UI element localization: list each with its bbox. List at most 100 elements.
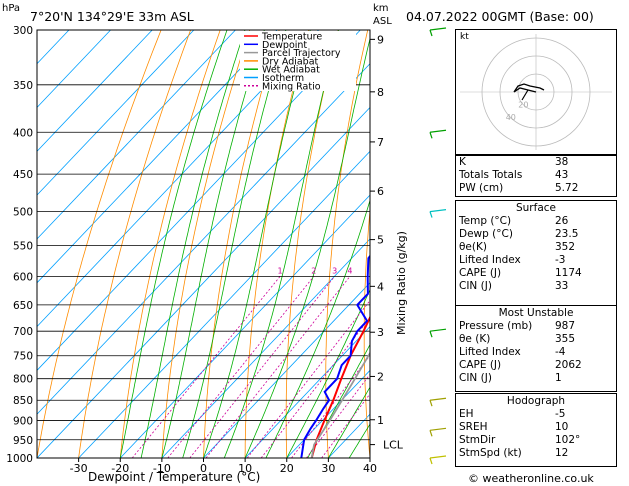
index-label: K	[459, 156, 466, 168]
mixing-ratio-value: 20	[439, 266, 449, 275]
surface-row: θe(K) 352	[456, 241, 618, 254]
pressure-tick-label: 900	[13, 416, 33, 428]
mixing-ratio-value: 16	[425, 266, 435, 275]
mixing-ratio-value: 2	[311, 266, 316, 275]
wet-adiabat-line	[265, 199, 370, 458]
isotherm-line	[37, 106, 370, 458]
most-unstable-label: CAPE (J)	[459, 359, 502, 371]
hodograph-row: EH -5	[456, 408, 618, 421]
hodograph-ring-label: 40	[506, 113, 516, 122]
legend-entry: Dry Adiabat	[262, 56, 319, 67]
hodograph-label: StmSpd (kt)	[459, 447, 522, 459]
isotherm-line	[37, 30, 153, 152]
isotherm-line	[286, 369, 370, 458]
hodograph-table-panel: Hodograph EH -5 SREH 10 StmDir 102° StmSpd (kt…	[455, 393, 617, 467]
km-tick-label: 4	[377, 280, 384, 293]
mixing-ratio-line	[321, 393, 370, 458]
wind-barb-flag	[429, 29, 433, 37]
km-tick-label: 8	[377, 86, 384, 99]
hodograph-trace	[513, 83, 545, 93]
isotherm-line	[37, 30, 70, 65]
isotherm-line	[37, 63, 370, 415]
most-unstable-value: 2062	[555, 359, 582, 371]
pressure-tick-label: 700	[13, 326, 33, 338]
axes: 3003504004505005506006507007508008509009…	[6, 25, 404, 475]
mixing-ratio-value: 3	[332, 266, 337, 275]
hodograph-panel: 20 40 kt	[455, 29, 617, 155]
surface-row: Dewp (°C) 23.5	[456, 228, 618, 241]
wind-barb	[429, 208, 447, 213]
indices-panel: K 38 Totals Totals 43 PW (cm) 5.72	[455, 155, 617, 197]
pressure-tick-label: 400	[13, 127, 33, 139]
surface-title: Surface	[515, 202, 556, 214]
wind-barbs	[429, 27, 447, 465]
temperature-curve	[310, 315, 370, 458]
wind-barb	[429, 455, 447, 459]
surface-label: Dewp (°C)	[459, 228, 513, 240]
hodograph-label: SREH	[459, 421, 488, 433]
surface-label: CIN (J)	[459, 280, 492, 292]
wind-barb-flag	[429, 132, 433, 139]
legend-entry: Parcel Trajectory	[262, 48, 341, 59]
wind-barb	[429, 129, 447, 133]
x-tick-label: 0	[200, 462, 207, 475]
most-unstable-label: Lifted Index	[459, 346, 521, 358]
pressure-tick-label: 1000	[6, 453, 33, 465]
wind-barb-flag	[429, 430, 433, 437]
storm-motion-arrow	[521, 89, 529, 101]
pressure-tick-label: 600	[13, 271, 33, 283]
hodograph-label: EH	[459, 408, 474, 420]
x-axis-label: Dewpoint / Temperature (°C)	[88, 470, 261, 484]
lcl-label: LCL	[383, 439, 404, 452]
legend-entry: Wet Adiabat	[262, 65, 320, 76]
dry-adiabat-line	[437, 30, 456, 458]
hodograph-row: SREH 10	[456, 421, 618, 434]
surface-row: Lifted Index -3	[456, 254, 618, 267]
surface-value: 23.5	[555, 228, 579, 240]
pressure-tick-label: 350	[13, 80, 33, 92]
km-tick-label: 5	[377, 234, 384, 247]
most-unstable-value: -4	[555, 346, 566, 358]
dry-adiabat-line	[285, 30, 339, 458]
dry-adiabat-line	[119, 30, 221, 458]
legend-entry: Dewpoint	[262, 40, 307, 51]
isotherm-line	[37, 30, 236, 240]
pressure-tick-label: 300	[13, 25, 33, 37]
most-unstable-value: 987	[555, 320, 576, 332]
most-unstable-panel: Most Unstable Pressure (mb) 987 θe (K) 355 L…	[455, 305, 617, 392]
hodograph-ring-label: 20	[518, 101, 528, 110]
most-unstable-row: CAPE (J) 2062	[456, 359, 618, 372]
km-tick-label: 3	[377, 326, 384, 339]
hodograph-value: -5	[555, 408, 566, 420]
km-tick-label: 2	[377, 370, 384, 383]
profile-curves	[300, 254, 370, 458]
pressure-tick-label: 500	[13, 207, 33, 219]
mixing-ratio-value: 4	[347, 266, 352, 275]
mixing-ratio-line	[167, 276, 315, 458]
hodograph-row: StmSpd (kt) 12	[456, 447, 618, 460]
most-unstable-value: 1	[555, 372, 562, 384]
mixing-ratio-value: 8	[386, 266, 391, 275]
index-label: Totals Totals	[459, 169, 523, 181]
isotherm-line	[161, 238, 370, 458]
x-tick-label: 30	[321, 462, 335, 475]
hodograph-label: StmDir	[459, 434, 496, 446]
copyright-label: © weatheronline.co.uk	[468, 472, 594, 485]
pressure-tick-label: 550	[13, 240, 33, 252]
index-row: PW (cm) 5.72	[456, 182, 618, 195]
surface-value: 26	[555, 215, 569, 227]
legend-entry: Temperature	[261, 32, 322, 43]
surface-row: CAPE (J) 1174	[456, 267, 618, 280]
mixing-ratio-line	[205, 276, 351, 458]
x-tick-label: -10	[153, 462, 171, 475]
most-unstable-row: CIN (J) 1	[456, 372, 618, 385]
index-row: K 38	[456, 156, 618, 169]
legend-entry: Isotherm	[262, 73, 304, 84]
x-tick-label: 40	[363, 462, 377, 475]
surface-label: Temp (°C)	[459, 215, 512, 227]
most-unstable-label: Pressure (mb)	[459, 320, 533, 332]
surface-label: θe(K)	[459, 241, 487, 253]
wind-barb	[429, 427, 447, 431]
isotherm-line	[244, 325, 370, 458]
